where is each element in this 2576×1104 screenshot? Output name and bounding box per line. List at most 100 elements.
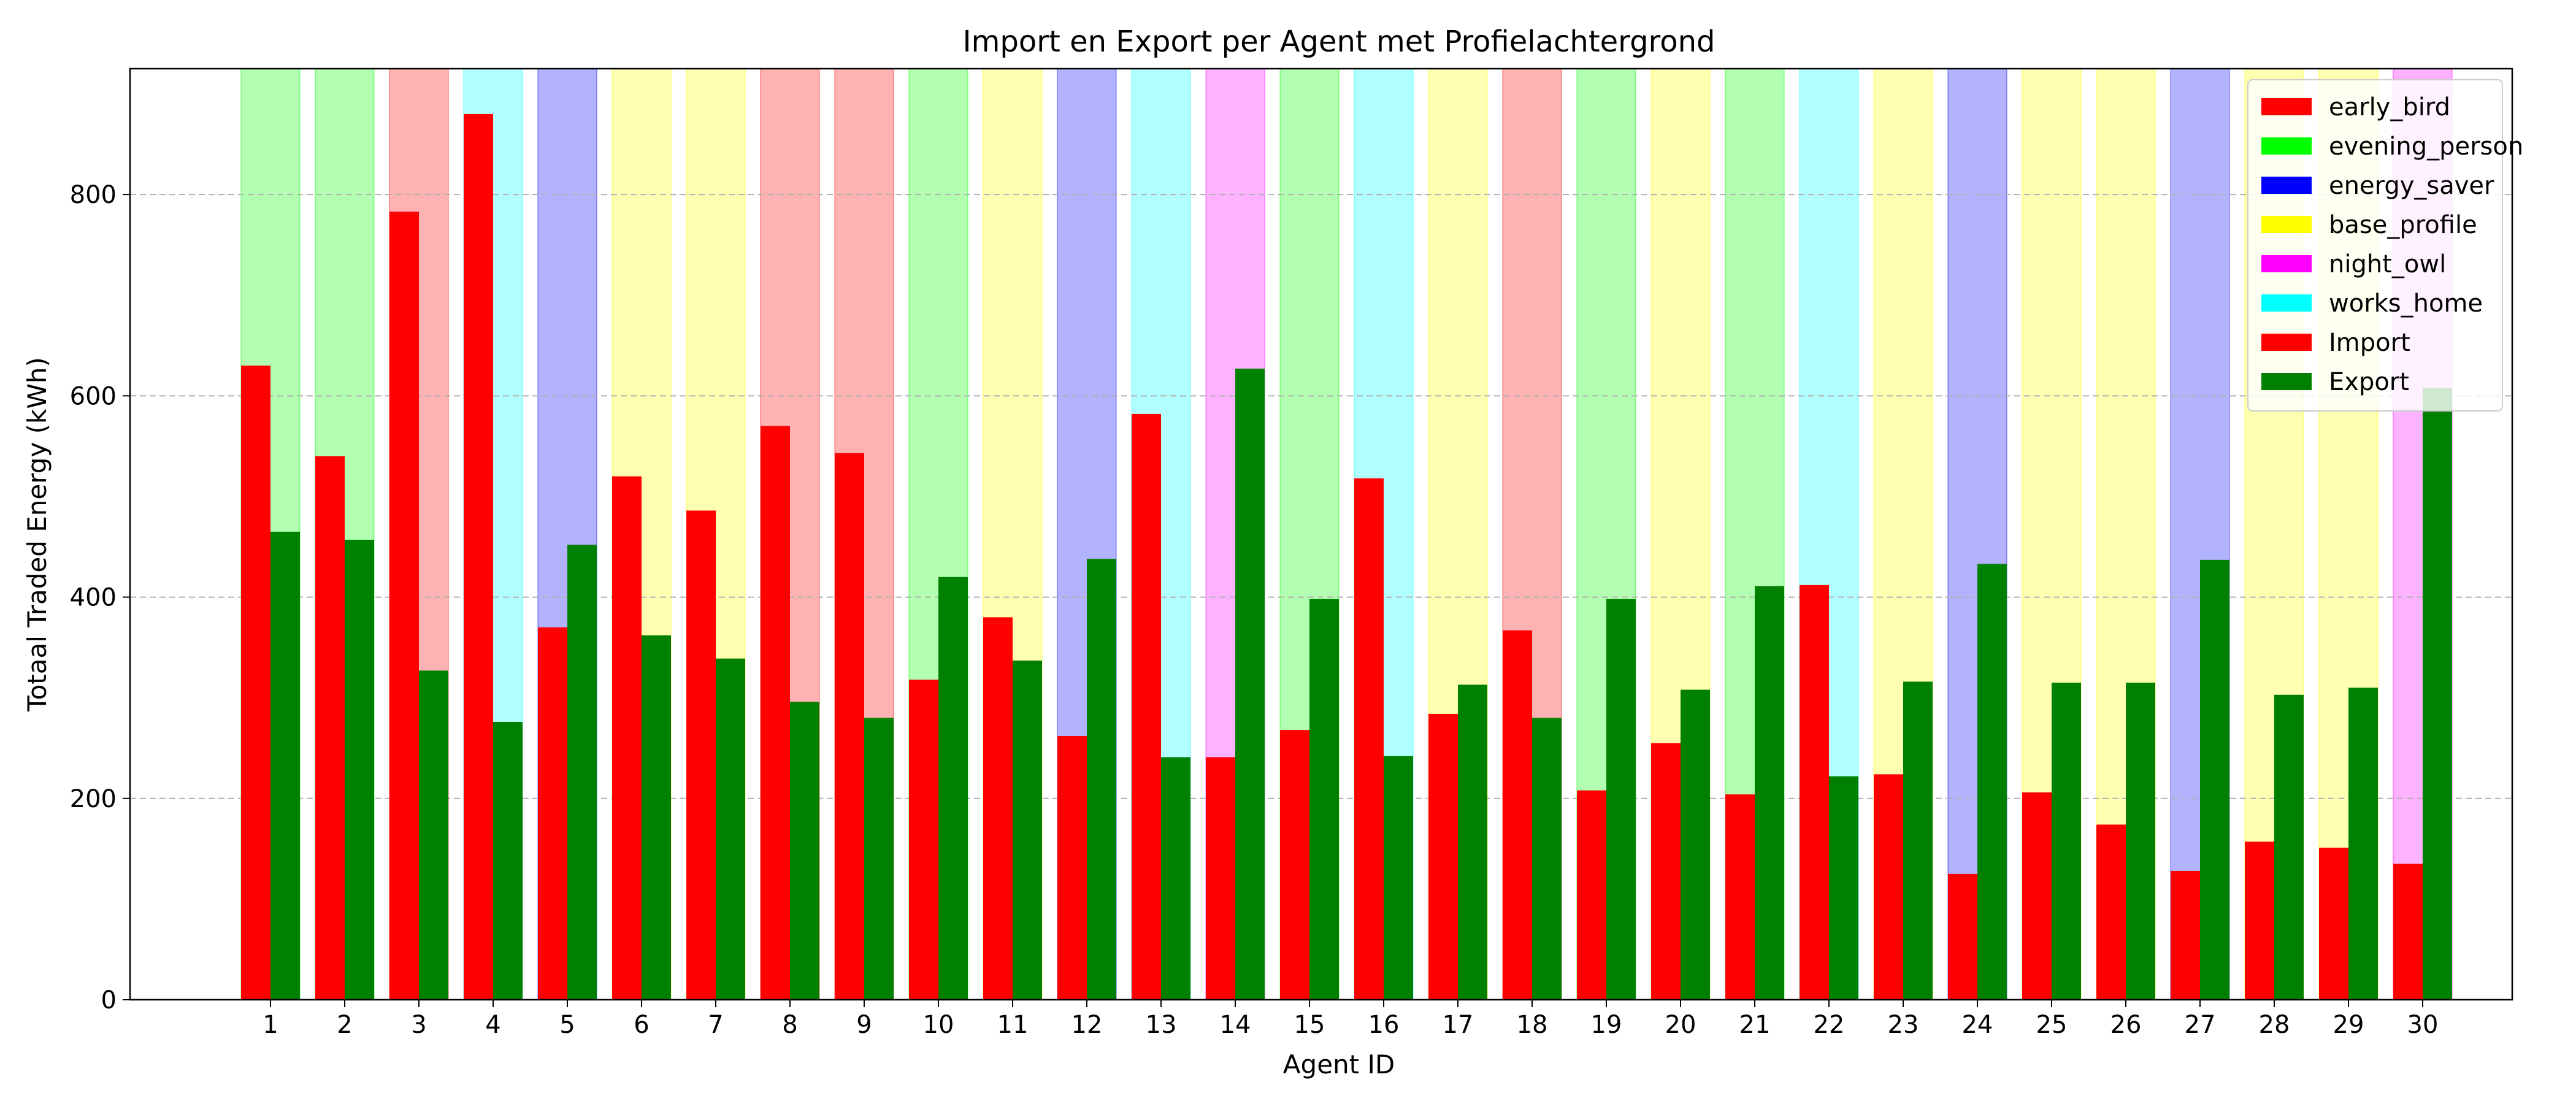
- bar-export-agent-27: [2200, 559, 2229, 1000]
- bar-import-agent-1: [241, 366, 270, 1000]
- legend-label-works-home: works_home: [2329, 289, 2483, 318]
- bar-import-agent-27: [2171, 870, 2200, 1000]
- bar-import-agent-11: [983, 617, 1013, 1000]
- x-tick-label-28: 28: [2259, 1011, 2290, 1039]
- bar-export-agent-2: [345, 540, 374, 1000]
- chart-title: Import en Export per Agent met Profielac…: [963, 25, 1715, 59]
- bar-export-agent-6: [642, 635, 671, 1000]
- y-axis-label: Totaal Traded Energy (kWh): [22, 357, 52, 712]
- x-tick-label-25: 25: [2036, 1011, 2068, 1039]
- legend-swatch-early-bird: [2261, 98, 2312, 115]
- bar-import-agent-6: [612, 476, 642, 1000]
- x-tick-label-4: 4: [485, 1011, 500, 1039]
- legend-label-energy-saver: energy_saver: [2329, 172, 2494, 200]
- bar-import-agent-21: [1725, 794, 1755, 1000]
- bar-export-agent-28: [2274, 694, 2304, 1000]
- bar-import-agent-15: [1280, 730, 1309, 1000]
- x-tick-label-21: 21: [1739, 1011, 1771, 1039]
- bar-import-agent-25: [2022, 792, 2052, 1000]
- bar-import-agent-13: [1132, 413, 1161, 1000]
- bar-export-agent-26: [2126, 683, 2155, 1000]
- bar-export-agent-17: [1458, 684, 1487, 1000]
- bar-export-agent-23: [1903, 681, 1933, 1000]
- bar-export-agent-16: [1384, 756, 1413, 1000]
- y-tick-label-200: 200: [70, 785, 117, 813]
- x-tick-label-19: 19: [1591, 1011, 1622, 1039]
- x-tick-label-3: 3: [411, 1011, 426, 1039]
- x-tick-label-9: 9: [856, 1011, 872, 1039]
- legend-swatch-works-home: [2261, 294, 2312, 312]
- x-tick-label-1: 1: [263, 1011, 278, 1039]
- legend-swatch-evening-person: [2261, 137, 2312, 155]
- bar-import-agent-5: [538, 627, 567, 1000]
- legend-label-Import: Import: [2329, 329, 2410, 357]
- x-tick-label-7: 7: [708, 1011, 723, 1039]
- bar-import-agent-10: [909, 680, 938, 1000]
- bar-export-agent-19: [1606, 599, 1636, 1000]
- x-tick-label-26: 26: [2110, 1011, 2142, 1039]
- bar-import-agent-30: [2393, 864, 2423, 1000]
- bar-export-agent-20: [1681, 689, 1710, 1000]
- bar-import-agent-22: [1800, 585, 1829, 1000]
- legend-label-Export: Export: [2329, 368, 2409, 396]
- x-tick-label-13: 13: [1146, 1011, 1177, 1039]
- bar-import-agent-9: [835, 453, 864, 1000]
- bar-import-agent-2: [315, 456, 345, 1000]
- bar-import-agent-24: [1948, 873, 1977, 1000]
- bar-import-agent-28: [2245, 841, 2274, 1000]
- bar-export-agent-25: [2052, 683, 2081, 1000]
- legend: early_bird evening_person energy_saverbase…: [2247, 79, 2523, 412]
- x-tick-label-8: 8: [782, 1011, 797, 1039]
- x-tick-label-15: 15: [1294, 1011, 1325, 1039]
- x-tick-label-2: 2: [337, 1011, 352, 1039]
- x-tick-label-29: 29: [2333, 1011, 2364, 1039]
- bar-import-agent-16: [1354, 478, 1384, 1000]
- bar-export-agent-18: [1532, 718, 1562, 1000]
- bar-export-agent-11: [1013, 660, 1042, 1000]
- legend-swatch-Export: [2261, 373, 2312, 390]
- bar-export-agent-4: [493, 722, 523, 1000]
- x-tick-label-18: 18: [1517, 1011, 1548, 1039]
- legend-swatch-Import: [2261, 334, 2312, 351]
- bar-export-agent-22: [1829, 776, 1858, 1000]
- bar-import-agent-8: [761, 426, 790, 1000]
- legend-swatch-night-owl: [2261, 255, 2312, 272]
- bar-export-agent-15: [1309, 599, 1339, 1000]
- y-tick-label-600: 600: [70, 382, 117, 410]
- bar-export-agent-13: [1161, 757, 1190, 1000]
- bar-import-agent-14: [1206, 757, 1235, 1000]
- bar-import-agent-26: [2096, 824, 2126, 1000]
- bar-export-agent-3: [419, 670, 448, 1000]
- bar-export-agent-29: [2348, 688, 2378, 1000]
- bar-import-agent-18: [1503, 630, 1532, 1000]
- bar-export-agent-12: [1087, 559, 1116, 1000]
- bar-export-agent-10: [938, 577, 968, 1000]
- axes: 1 2 3 4 5 6 7 8 9 10 11 12 13 14 15 16 17 18 19 20 21 22 23 24 2…: [70, 181, 2439, 1039]
- x-tick-label-14: 14: [1220, 1011, 1251, 1039]
- bar-import-agent-3: [389, 212, 419, 1000]
- legend-box: [2247, 79, 2503, 412]
- bar-import-agent-7: [686, 510, 716, 1000]
- bar-export-agent-5: [567, 545, 597, 1000]
- bar-export-agent-14: [1235, 369, 1265, 1000]
- x-tick-label-16: 16: [1368, 1011, 1400, 1039]
- bar-export-agent-8: [790, 702, 819, 1000]
- x-tick-label-11: 11: [997, 1011, 1029, 1039]
- legend-label-night-owl: night_owl: [2329, 250, 2446, 278]
- x-tick-label-20: 20: [1665, 1011, 1696, 1039]
- y-tick-label-0: 0: [101, 986, 117, 1014]
- bar-import-agent-12: [1057, 736, 1087, 1000]
- x-tick-label-12: 12: [1071, 1011, 1103, 1039]
- bar-import-agent-23: [1874, 774, 1903, 1000]
- x-tick-label-5: 5: [559, 1011, 575, 1039]
- bar-import-agent-20: [1651, 743, 1681, 1000]
- x-tick-label-30: 30: [2407, 1011, 2439, 1039]
- x-tick-label-23: 23: [1888, 1011, 1919, 1039]
- x-tick-label-10: 10: [923, 1011, 954, 1039]
- bar-import-agent-19: [1577, 790, 1606, 1000]
- bar-export-agent-1: [270, 531, 300, 1000]
- legend-label-base-profile: base_profile: [2329, 211, 2477, 239]
- legend-label-early-bird: early_bird: [2329, 93, 2450, 121]
- bar-export-agent-9: [864, 718, 894, 1000]
